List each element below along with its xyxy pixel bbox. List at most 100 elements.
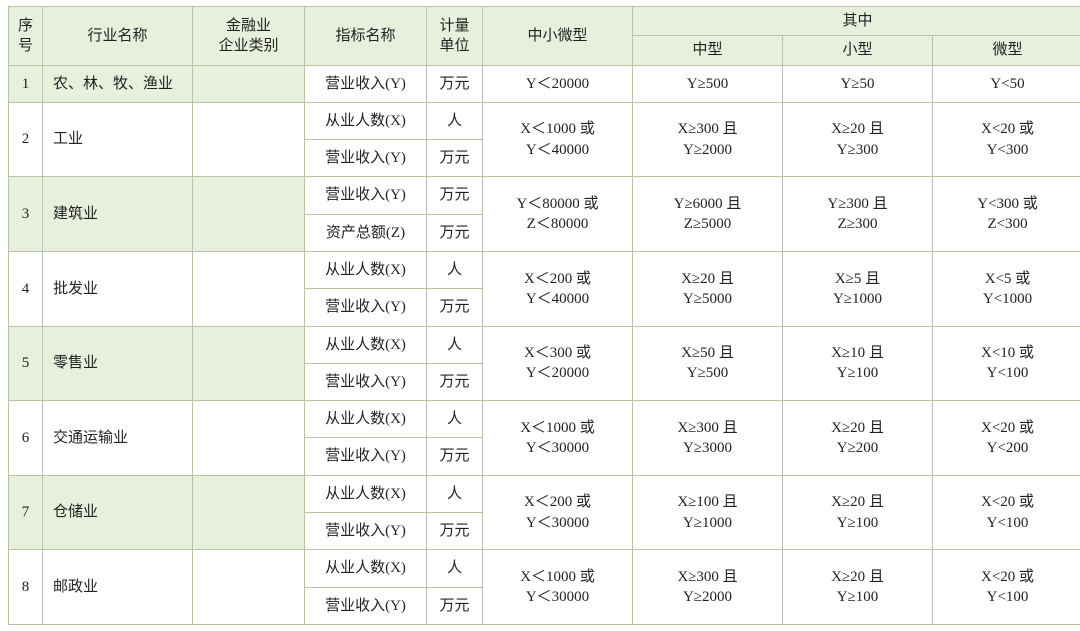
cell-indicator: 从业人数(X) bbox=[305, 550, 427, 587]
col-indicator: 指标名称 bbox=[305, 7, 427, 66]
cell-medium: X≥300 且Y≥3000 bbox=[633, 401, 783, 476]
cell-micro: X<20 或Y<100 bbox=[933, 550, 1080, 625]
cell-indicator: 从业人数(X) bbox=[305, 326, 427, 363]
cell-seq: 5 bbox=[9, 326, 43, 401]
cell-unit: 万元 bbox=[427, 140, 483, 177]
cell-unit: 人 bbox=[427, 102, 483, 139]
cell-industry: 交通运输业 bbox=[43, 401, 193, 476]
col-unit: 计量单位 bbox=[427, 7, 483, 66]
cell-indicator: 营业收入(Y) bbox=[305, 289, 427, 326]
table-row: 8邮政业从业人数(X)人X＜1000 或Y＜30000X≥300 且Y≥2000… bbox=[9, 550, 1080, 587]
cell-unit: 万元 bbox=[427, 289, 483, 326]
cell-indicator: 从业人数(X) bbox=[305, 102, 427, 139]
cell-sme: X＜1000 或Y＜40000 bbox=[483, 102, 633, 177]
cell-sme: X＜1000 或Y＜30000 bbox=[483, 401, 633, 476]
cell-seq: 1 bbox=[9, 65, 43, 102]
cell-unit: 万元 bbox=[427, 177, 483, 214]
cell-medium: Y≥500 bbox=[633, 65, 783, 102]
cell-indicator: 从业人数(X) bbox=[305, 401, 427, 438]
col-sme: 中小微型 bbox=[483, 7, 633, 66]
cell-industry: 仓储业 bbox=[43, 475, 193, 550]
sme-criteria-table: 序号 行业名称 金融业企业类别 指标名称 计量单位 中小微型 其中 中型 小型 … bbox=[8, 6, 1080, 625]
cell-industry: 农、林、牧、渔业 bbox=[43, 65, 193, 102]
cell-micro: X<20 或Y<200 bbox=[933, 401, 1080, 476]
table-row: 5零售业从业人数(X)人X＜300 或Y＜20000X≥50 且Y≥500X≥1… bbox=[9, 326, 1080, 363]
cell-small: X≥5 且Y≥1000 bbox=[783, 251, 933, 326]
cell-industry: 零售业 bbox=[43, 326, 193, 401]
cell-sme: X＜200 或Y＜30000 bbox=[483, 475, 633, 550]
table-row: 1农、林、牧、渔业 营业收入(Y)万元Y＜20000Y≥500Y≥50Y<50 bbox=[9, 65, 1080, 102]
cell-seq: 4 bbox=[9, 251, 43, 326]
cell-industry: 邮政业 bbox=[43, 550, 193, 625]
cell-sme: Y＜20000 bbox=[483, 65, 633, 102]
cell-small: X≥10 且Y≥100 bbox=[783, 326, 933, 401]
cell-industry: 工业 bbox=[43, 102, 193, 177]
cell-finance bbox=[193, 401, 305, 476]
col-of-which: 其中 bbox=[633, 7, 1080, 36]
cell-sme: X＜200 或Y＜40000 bbox=[483, 251, 633, 326]
cell-medium: X≥300 且Y≥2000 bbox=[633, 550, 783, 625]
cell-unit: 万元 bbox=[427, 587, 483, 624]
cell-indicator: 营业收入(Y) bbox=[305, 587, 427, 624]
table-row: 2工业从业人数(X)人X＜1000 或Y＜40000X≥300 且Y≥2000X… bbox=[9, 102, 1080, 139]
table-body: 1农、林、牧、渔业营业收入(Y)万元Y＜20000Y≥500Y≥50Y<502工… bbox=[9, 65, 1080, 625]
cell-seq: 2 bbox=[9, 102, 43, 177]
cell-micro: Y<50 bbox=[933, 65, 1080, 102]
cell-small: Y≥50 bbox=[783, 65, 933, 102]
col-finance: 金融业企业类别 bbox=[193, 7, 305, 66]
table-row: 4批发业从业人数(X)人X＜200 或Y＜40000X≥20 且Y≥5000X≥… bbox=[9, 251, 1080, 288]
cell-indicator: 营业收入(Y) bbox=[305, 65, 427, 102]
cell-indicator: 营业收入(Y) bbox=[305, 140, 427, 177]
col-industry: 行业名称 bbox=[43, 7, 193, 66]
cell-indicator: 营业收入(Y) bbox=[305, 177, 427, 214]
cell-unit: 人 bbox=[427, 326, 483, 363]
cell-finance bbox=[193, 550, 305, 625]
cell-finance bbox=[193, 102, 305, 177]
cell-sme: X＜1000 或Y＜30000 bbox=[483, 550, 633, 625]
cell-unit: 人 bbox=[427, 401, 483, 438]
cell-finance bbox=[193, 326, 305, 401]
cell-sme: X＜300 或Y＜20000 bbox=[483, 326, 633, 401]
cell-unit: 万元 bbox=[427, 65, 483, 102]
cell-small: X≥20 且Y≥200 bbox=[783, 401, 933, 476]
cell-unit: 人 bbox=[427, 550, 483, 587]
cell-industry: 批发业 bbox=[43, 251, 193, 326]
cell-unit: 万元 bbox=[427, 513, 483, 550]
cell-industry: 建筑业 bbox=[43, 177, 193, 252]
cell-indicator: 营业收入(Y) bbox=[305, 438, 427, 475]
table-row: 6交通运输业从业人数(X)人X＜1000 或Y＜30000X≥300 且Y≥30… bbox=[9, 401, 1080, 438]
cell-small: X≥20 且Y≥100 bbox=[783, 475, 933, 550]
cell-unit: 万元 bbox=[427, 438, 483, 475]
cell-seq: 8 bbox=[9, 550, 43, 625]
cell-micro: X<5 或Y<1000 bbox=[933, 251, 1080, 326]
cell-seq: 3 bbox=[9, 177, 43, 252]
col-small: 小型 bbox=[783, 36, 933, 65]
cell-indicator: 资产总额(Z) bbox=[305, 214, 427, 251]
cell-medium: X≥50 且Y≥500 bbox=[633, 326, 783, 401]
cell-finance bbox=[193, 177, 305, 252]
cell-seq: 6 bbox=[9, 401, 43, 476]
col-micro: 微型 bbox=[933, 36, 1080, 65]
cell-unit: 万元 bbox=[427, 214, 483, 251]
cell-medium: X≥100 且Y≥1000 bbox=[633, 475, 783, 550]
cell-medium: X≥20 且Y≥5000 bbox=[633, 251, 783, 326]
cell-medium: X≥300 且Y≥2000 bbox=[633, 102, 783, 177]
cell-unit: 万元 bbox=[427, 363, 483, 400]
cell-seq: 7 bbox=[9, 475, 43, 550]
cell-micro: X<20 或Y<100 bbox=[933, 475, 1080, 550]
cell-indicator: 营业收入(Y) bbox=[305, 513, 427, 550]
cell-finance bbox=[193, 475, 305, 550]
cell-small: X≥20 且Y≥100 bbox=[783, 550, 933, 625]
cell-micro: Y<300 或Z<300 bbox=[933, 177, 1080, 252]
cell-unit: 人 bbox=[427, 475, 483, 512]
cell-unit: 人 bbox=[427, 251, 483, 288]
cell-medium: Y≥6000 且Z≥5000 bbox=[633, 177, 783, 252]
cell-finance bbox=[193, 251, 305, 326]
table-row: 7仓储业从业人数(X)人X＜200 或Y＜30000X≥100 且Y≥1000X… bbox=[9, 475, 1080, 512]
cell-indicator: 从业人数(X) bbox=[305, 251, 427, 288]
cell-small: Y≥300 且Z≥300 bbox=[783, 177, 933, 252]
table-header: 序号 行业名称 金融业企业类别 指标名称 计量单位 中小微型 其中 中型 小型 … bbox=[9, 7, 1080, 66]
table-row: 3建筑业营业收入(Y)万元Y＜80000 或Z＜80000Y≥6000 且Z≥5… bbox=[9, 177, 1080, 214]
cell-sme: Y＜80000 或Z＜80000 bbox=[483, 177, 633, 252]
col-medium: 中型 bbox=[633, 36, 783, 65]
